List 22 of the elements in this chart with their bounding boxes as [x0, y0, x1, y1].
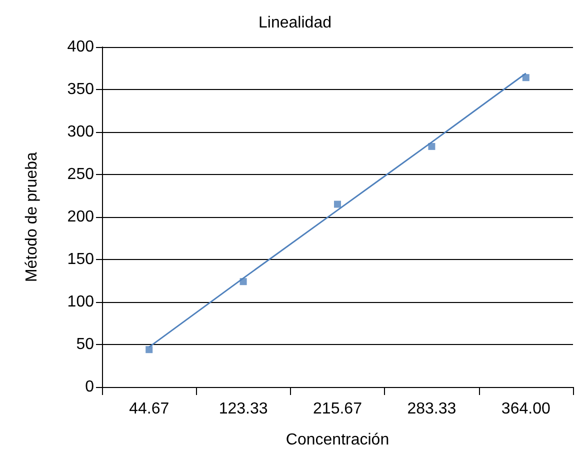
y-tick-label: 400 — [67, 38, 94, 56]
y-tick-label: 300 — [67, 124, 94, 140]
y-tick-label: 200 — [67, 208, 94, 226]
y-tick-label: 50 — [76, 336, 94, 353]
x-tick-label: 123.33 — [218, 400, 268, 418]
point — [428, 142, 436, 150]
point — [522, 74, 530, 82]
y-tick-label: 350 — [67, 81, 94, 98]
y-tick-label: 0 — [85, 378, 94, 396]
x-axis-title: Concentración — [286, 432, 390, 448]
y-tick-label: 100 — [67, 294, 94, 310]
point — [146, 346, 153, 354]
y-tick-label: 250 — [67, 166, 94, 183]
point — [240, 278, 247, 286]
x-tick-label: 44.67 — [129, 400, 170, 418]
y-tick-label: 150 — [67, 251, 94, 268]
x-tick-label: 283.33 — [407, 400, 456, 418]
chart-title: Linealidad — [258, 14, 332, 32]
y-axis-title: Método de prueba — [24, 152, 40, 282]
x-tick-label: 364.00 — [501, 400, 550, 418]
point — [334, 200, 341, 208]
x-tick-label: 215.67 — [313, 400, 362, 418]
